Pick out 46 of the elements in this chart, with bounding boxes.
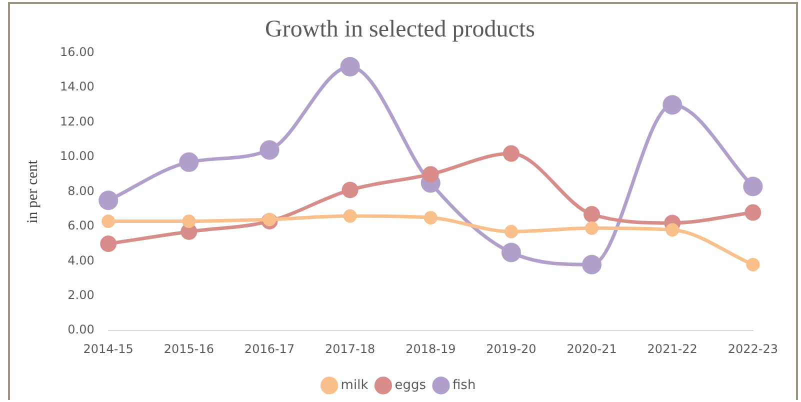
x-tick-label: 2022-23	[728, 342, 778, 356]
y-tick-label: 10.00	[60, 149, 94, 164]
y-tick-label: 14.00	[60, 80, 94, 94]
point	[584, 206, 600, 223]
point	[582, 254, 602, 274]
point	[662, 95, 682, 115]
point	[501, 242, 521, 262]
x-tick-label: 2017-18	[325, 342, 376, 356]
point	[424, 210, 438, 224]
x-tick-label: 2018-19	[406, 342, 456, 356]
point	[179, 152, 199, 172]
legend-label: eggs	[394, 378, 426, 393]
point	[262, 212, 276, 226]
x-tick-label: 2019-20	[486, 342, 536, 356]
point	[744, 204, 762, 221]
point	[260, 140, 280, 160]
x-tick-label: 2016-17	[244, 342, 295, 356]
point	[102, 214, 116, 228]
y-tick-label: 4.00	[68, 253, 94, 268]
chart-title: Growth in selected products	[265, 16, 535, 43]
y-tick-label: 8.00	[68, 184, 94, 198]
point	[100, 236, 117, 252]
point	[343, 209, 357, 223]
y-tick-label: 16.00	[60, 44, 94, 59]
y-tick-label: 6.00	[68, 218, 94, 233]
y-tick-label: 2.00	[68, 288, 94, 302]
x-tick-label: 2021-22	[647, 342, 698, 356]
point	[422, 166, 439, 183]
point	[340, 56, 360, 76]
point	[666, 223, 680, 237]
point	[98, 190, 118, 210]
x-tick-label: 2015-16	[164, 342, 214, 356]
y-tick-label: 12.00	[60, 114, 94, 128]
point	[743, 176, 763, 196]
legend-label: milk	[340, 378, 369, 393]
legend-label: fish	[452, 378, 476, 393]
point	[585, 221, 599, 235]
point	[182, 214, 196, 228]
y-tick-label: 0.00	[68, 322, 94, 337]
point	[504, 224, 518, 238]
x-tick-label: 2020-21	[566, 342, 617, 356]
x-tick-label: 2014-15	[83, 342, 134, 356]
point	[502, 145, 520, 162]
point	[342, 182, 358, 198]
point	[746, 258, 760, 272]
y-axis-title: in per cent	[24, 159, 41, 224]
